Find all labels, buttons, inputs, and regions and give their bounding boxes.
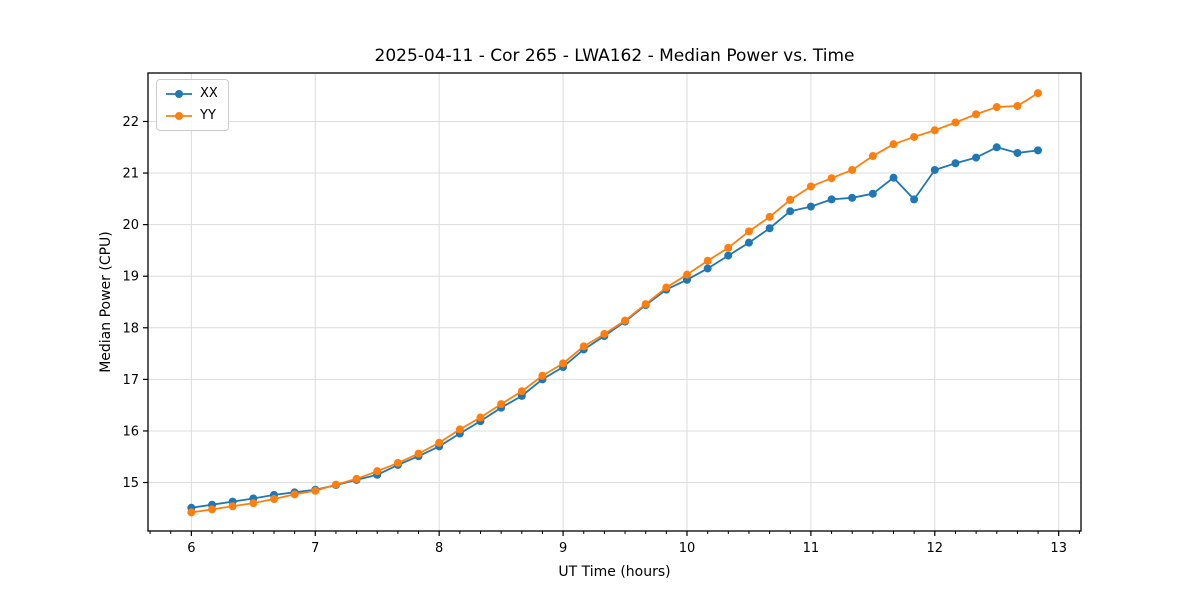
data-point [744,238,753,247]
data-point [1013,148,1022,157]
data-point [249,499,258,508]
data-point [848,165,857,174]
data-point [1034,89,1043,98]
data-point [373,467,382,476]
data-point [435,438,444,447]
data-point [889,140,898,149]
y-tick-label: 15 [122,476,139,491]
series-line [191,92,1039,514]
data-point [765,224,774,233]
data-point [331,480,340,489]
x-tick-label: 11 [803,541,820,556]
data-point [311,486,320,495]
data-point [538,371,547,380]
data-point [786,207,795,216]
x-tick-label: 13 [1050,541,1067,556]
y-axis-label: Median Power (CPU) [98,231,114,373]
data-point [270,495,279,504]
data-point [930,126,939,135]
data-point [972,110,981,119]
y-tick-label: 22 [122,115,139,130]
data-point [992,143,1001,152]
data-point [455,425,464,434]
data-point [290,490,299,499]
data-point [703,264,712,273]
data-point [641,300,650,309]
data-point [662,283,671,292]
data-point [868,189,877,198]
data-point [703,256,712,265]
data-point [972,153,981,162]
data-point [786,195,795,204]
data-point [476,413,485,422]
legend-item-yy: YY [165,107,218,125]
y-tick-label: 21 [122,167,139,182]
y-tick-label: 18 [122,321,139,336]
data-point [868,152,877,161]
data-point [910,195,919,204]
data-point [951,159,960,168]
data-point [930,165,939,174]
gridlines [148,73,1081,531]
chart-title: 2025-04-11 - Cor 265 - LWA162 - Median P… [374,46,855,66]
y-tick-label: 16 [122,424,139,439]
data-point [228,502,237,511]
data-point [827,174,836,183]
data-point [497,400,506,409]
axes-spines [147,72,1082,532]
legend-label-xx: XX [200,86,218,101]
data-point [414,449,423,458]
legend: XX YY [156,79,229,131]
data-point [1034,146,1043,155]
data-point [517,387,526,396]
legend-item-xx: XX [165,85,218,103]
x-axis-label: UT Time (hours) [558,564,670,580]
data-point [579,342,588,351]
series-yy [187,89,1043,517]
y-tick-label: 17 [122,373,139,388]
x-tick-label: 9 [559,541,567,556]
data-point [208,505,217,514]
x-tick-label: 10 [679,541,696,556]
data-point [393,458,402,467]
data-point [744,227,753,236]
data-point [682,270,691,279]
data-point [559,359,568,368]
x-tick-label: 7 [311,541,319,556]
data-point [889,173,898,182]
data-point [1013,102,1022,111]
data-point [600,329,609,338]
yy-line-marker-icon [166,112,192,120]
data-point [806,182,815,191]
data-point [848,193,857,202]
data-point [187,508,196,517]
x-tick-label: 8 [435,541,443,556]
x-tick-label: 12 [927,541,944,556]
xx-line-marker-icon [166,90,192,98]
y-tick-label: 19 [122,270,139,285]
data-point [621,316,630,325]
data-point [352,474,361,483]
data-point [992,103,1001,112]
data-point [806,202,815,211]
data-point [910,132,919,141]
data-point [724,251,733,260]
y-tick-label: 20 [122,218,139,233]
data-point [724,243,733,252]
data-point [827,195,836,204]
legend-label-yy: YY [200,108,216,123]
data-point [765,212,774,221]
x-tick-label: 6 [187,541,195,556]
data-point [951,118,960,127]
